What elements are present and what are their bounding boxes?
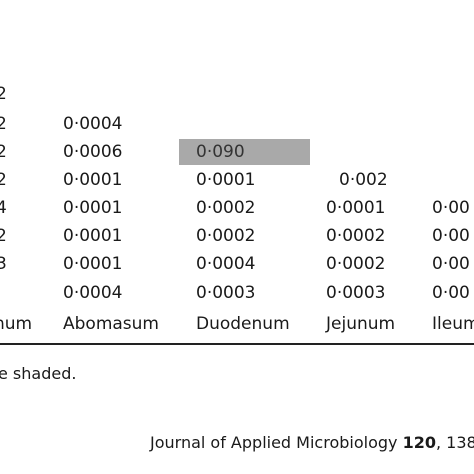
table-cell: 2 bbox=[0, 226, 7, 246]
journal-citation: Journal of Applied Microbiology 120, 138… bbox=[150, 433, 474, 453]
table-cell: 2 bbox=[0, 142, 7, 162]
table-cell: 2 bbox=[0, 114, 7, 134]
table-cell: 0·0002 bbox=[326, 254, 386, 274]
table-cell: 0·0006 bbox=[63, 142, 123, 162]
table-cell: 0·00 bbox=[432, 226, 470, 246]
table-cell: 0·002 bbox=[339, 170, 388, 190]
table-cell: 0·0003 bbox=[196, 283, 256, 303]
table-cell: 0·0001 bbox=[63, 254, 123, 274]
column-header: Ileum bbox=[432, 314, 474, 334]
table-cell: 3 bbox=[0, 254, 7, 274]
journal-pages: , 1387 bbox=[435, 433, 474, 452]
table-cell: 0·0001 bbox=[63, 198, 123, 218]
table-cell: 0·0002 bbox=[196, 226, 256, 246]
table-cell: 4 bbox=[0, 198, 7, 218]
table-cell: 0·0004 bbox=[63, 283, 123, 303]
table-cell: 0·0004 bbox=[196, 254, 256, 274]
table-cell: 0·0002 bbox=[326, 226, 386, 246]
table-cell: 0·0002 bbox=[196, 198, 256, 218]
table-cell: 0·00 bbox=[432, 254, 470, 274]
journal-name: Journal of Applied Microbiology bbox=[150, 433, 398, 452]
table-cell: 0·0001 bbox=[63, 170, 123, 190]
table-cell-shaded: 0·090 bbox=[196, 142, 245, 162]
table-cell: 0·0001 bbox=[63, 226, 123, 246]
column-header: num bbox=[0, 314, 33, 334]
table-cell: 0·00 bbox=[432, 198, 470, 218]
journal-volume: 120 bbox=[402, 433, 436, 452]
table-cell: 2 bbox=[0, 170, 7, 190]
table-cell: 0·0001 bbox=[326, 198, 386, 218]
shaded-cell bbox=[179, 139, 310, 165]
table-cell: 0·0001 bbox=[196, 170, 256, 190]
table-bottom-rule bbox=[0, 343, 474, 345]
table-cell: 0·0003 bbox=[326, 283, 386, 303]
table-cell: 0·0004 bbox=[63, 114, 123, 134]
table-cell: 0·00 bbox=[432, 283, 470, 303]
table-footnote: e shaded. bbox=[0, 364, 77, 383]
column-header: Abomasum bbox=[63, 314, 159, 334]
table-cell: 2 bbox=[0, 84, 7, 104]
column-header: Duodenum bbox=[196, 314, 290, 334]
column-header: Jejunum bbox=[326, 314, 396, 334]
